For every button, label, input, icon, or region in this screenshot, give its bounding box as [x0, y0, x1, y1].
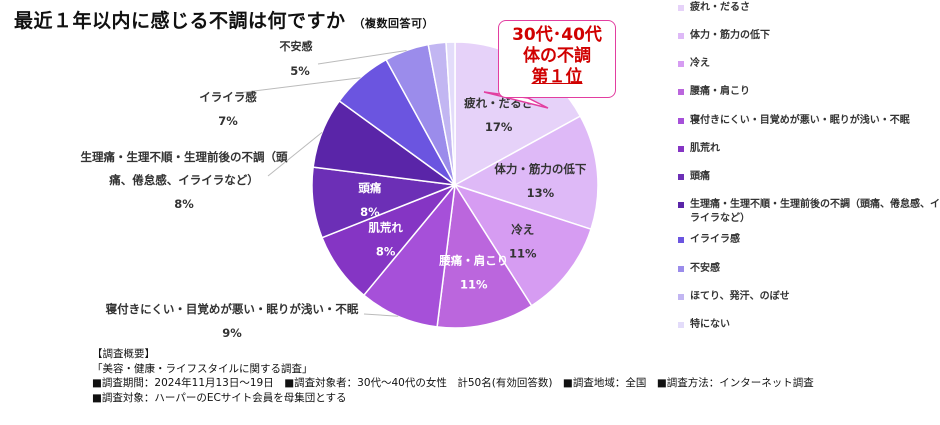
slice-value-label: 8%: [360, 205, 380, 219]
callout-rank: 第１位: [531, 67, 583, 87]
pie-slice: [453, 115, 599, 231]
legend-item: 体力・筋力の低下: [672, 29, 940, 43]
callout-box: 30代･40代 体の不調 第１位: [498, 20, 616, 98]
survey-heading: 【調査概要】: [92, 348, 155, 360]
legend-label: 体力・筋力の低下: [690, 30, 770, 41]
legend-swatch: [678, 237, 684, 243]
outside-label-nemuri-name: 寝付きにくい・目覚めが悪い・眠りが浅い・不眠: [106, 302, 359, 316]
pie-slice: [362, 182, 457, 328]
legend-swatch: [678, 33, 684, 39]
pie-slice: [445, 41, 456, 186]
legend-swatch: [678, 174, 684, 180]
outside-label-iraira-value: 7%: [218, 114, 238, 128]
pie-slices: [311, 41, 599, 329]
legend-label: ほてり、発汗、のぼせ: [690, 291, 790, 302]
legend-swatch: [678, 266, 684, 272]
outside-label-seiri-line2: 痛、倦怠感、イライラなど）: [108, 173, 259, 187]
slice-value-label: 8%: [376, 244, 396, 258]
legend-item: ほてり、発汗、のぼせ: [672, 290, 940, 304]
outside-label-seiri-value: 8%: [174, 197, 194, 211]
legend-label: 特にない: [690, 319, 730, 330]
legend-label: 腰痛・肩こり: [690, 86, 750, 97]
legend-swatch: [678, 5, 684, 11]
legend-label: 疲れ・だるさ: [690, 2, 750, 13]
leader-line: [363, 313, 399, 317]
inside-labels: 疲れ・だるさ17%体力・筋力の低下13%冷え11%腰痛・肩こり11%肌荒れ8%頭…: [358, 96, 587, 292]
chart-title-text: 最近１年以内に感じる不調は何ですか: [14, 10, 346, 32]
outside-label-iraira-name: イライラ感: [199, 90, 257, 104]
slice-value-label: 11%: [460, 278, 488, 292]
outside-labels: 不安感 5% イライラ感 7% 生理痛・生理不順・生理前後の不調（頭 痛、倦怠感…: [81, 39, 359, 340]
slice-label: 冷え: [511, 223, 534, 237]
survey-overview: 【調査概要】 「美容・健康・ライフスタイルに関する調査」 ■調査期間：2024年…: [92, 347, 814, 405]
legend-label: 生理痛・生理不順・生理前後の不調（頭痛、倦怠感、イライラなど）: [690, 199, 940, 224]
leader-lines: [237, 49, 407, 317]
slice-label: 肌荒れ: [368, 220, 403, 234]
legend-item: 寝付きにくい・目覚めが悪い・眠りが浅い・不眠: [672, 114, 940, 128]
leader-line: [237, 77, 361, 94]
legend-item: イライラ感: [672, 233, 940, 247]
slice-value-label: 11%: [509, 247, 537, 261]
legend-swatch: [678, 118, 684, 124]
outside-label-seiri-line1: 生理痛・生理不順・生理前後の不調（頭: [81, 150, 288, 164]
survey-title: 「美容・健康・ライフスタイルに関する調査」: [92, 362, 313, 375]
outside-label-fuan-value: 5%: [290, 64, 310, 78]
slice-label: 腰痛・肩こり: [438, 254, 508, 268]
pie-chart: 疲れ・だるさ17%体力・筋力の低下13%冷え11%腰痛・肩こり11%肌荒れ8%頭…: [81, 39, 599, 340]
legend-label: イライラ感: [690, 234, 740, 245]
legend-label: 冷え: [690, 58, 710, 69]
legend-swatch: [678, 202, 684, 208]
legend-swatch: [678, 146, 684, 152]
legend-item: 特にない: [672, 318, 940, 332]
legend-swatch: [678, 322, 684, 328]
legend-label: 不安感: [690, 263, 720, 274]
survey-population: ■調査対象：ハーパーのECサイト会員を母集団とする: [92, 391, 347, 404]
legend-swatch: [678, 61, 684, 67]
legend-label: 頭痛: [690, 171, 710, 182]
slice-label: 頭痛: [358, 181, 381, 195]
leader-line: [317, 49, 407, 65]
survey-details: ■調査期間：2024年11月13日～19日 ■調査対象者：30代～40代の女性 …: [92, 377, 814, 389]
callout-line1: 30代･40代: [512, 25, 602, 45]
pie-slice: [436, 182, 533, 329]
outside-label-fuan-name: 不安感: [280, 39, 313, 53]
pie-slice: [453, 183, 592, 307]
legend-item: 不安感: [672, 262, 940, 276]
chart-title: 最近１年以内に感じる不調は何ですか （複数回答可）: [14, 6, 434, 33]
legend-item: 疲れ・だるさ: [672, 1, 940, 15]
legend-item: 頭痛: [672, 170, 940, 184]
legend-item: 腰痛・肩こり: [672, 85, 940, 99]
outside-label-nemuri-value: 9%: [222, 326, 242, 340]
legend-swatch: [678, 89, 684, 95]
legend-item: 冷え: [672, 57, 940, 71]
legend-item: 肌荒れ: [672, 142, 940, 156]
chart-title-note: （複数回答可）: [353, 17, 435, 30]
callout-line2: 体の不調: [523, 46, 591, 66]
legend-item: 生理痛・生理不順・生理前後の不調（頭痛、倦怠感、イライラなど）: [672, 198, 940, 226]
slice-label: 体力・筋力の低下: [494, 162, 586, 176]
slice-value-label: 13%: [527, 186, 555, 200]
slice-value-label: 17%: [485, 120, 513, 134]
legend-label: 肌荒れ: [690, 143, 720, 154]
legend-swatch: [678, 294, 684, 300]
leader-line: [267, 131, 323, 177]
legend-label: 寝付きにくい・目覚めが悪い・眠りが浅い・不眠: [690, 115, 910, 126]
